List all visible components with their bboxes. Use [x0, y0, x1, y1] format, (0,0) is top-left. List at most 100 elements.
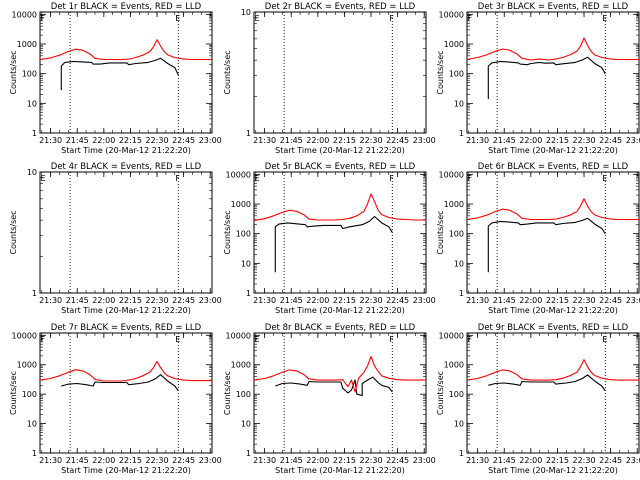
- y-axis-label: Counts/sec: [436, 210, 445, 254]
- y-tick-label: 1000: [17, 40, 37, 49]
- chart-panel-3: Det 3r BLACK = Events, RED = LLD 1 10 100 10…: [436, 2, 640, 155]
- x-tick-label: 22:00: [306, 456, 329, 465]
- x-tick-label: 22:45: [599, 136, 622, 145]
- y-tick-label: 10: [241, 8, 251, 17]
- x-tick-label: 23:00: [626, 296, 640, 305]
- x-tick-label: 21:45: [280, 136, 303, 145]
- x-tick-label: 22:00: [92, 456, 115, 465]
- chart-title: Det 7r BLACK = Events, RED = LLD: [51, 323, 202, 333]
- y-tick-label: 100: [236, 230, 251, 239]
- y-tick-label: 10: [241, 420, 251, 429]
- y-tick-label: 100: [22, 390, 37, 399]
- y-tick-label: 10000: [439, 10, 464, 19]
- x-tick-label: 22:15: [546, 296, 569, 305]
- plot-frame: [466, 11, 640, 134]
- plot-frame: [253, 332, 427, 454]
- x-tick-label: 22:00: [519, 456, 542, 465]
- series-line-lld: [39, 39, 212, 61]
- flag-marker-f: F: [41, 14, 46, 23]
- chart-title: Det 1r BLACK = Events, RED = LLD: [51, 2, 202, 12]
- y-axis-label: Counts/sec: [9, 371, 18, 415]
- x-tick-label: 21:45: [66, 136, 89, 145]
- x-tick-label: 22:45: [386, 296, 409, 305]
- plot-frame: [39, 332, 213, 454]
- y-tick-label: 100: [449, 390, 464, 399]
- x-tick-label: 22:45: [386, 456, 409, 465]
- y-axis-label: Counts/sec: [9, 50, 18, 94]
- x-tick-label: 23:00: [626, 456, 640, 465]
- y-tick-label: 100: [449, 70, 464, 79]
- y-tick-label: 10: [241, 259, 251, 268]
- flag-marker-e: E: [175, 14, 180, 23]
- x-tick-label: 22:15: [333, 456, 356, 465]
- flag-marker-e: E: [602, 174, 607, 183]
- x-tick-label: 22:00: [306, 136, 329, 145]
- x-tick-label: 22:00: [306, 296, 329, 305]
- x-tick-label: 21:30: [39, 296, 62, 305]
- y-tick-label: 10000: [12, 10, 37, 19]
- plot-frame: [39, 11, 213, 134]
- flag-marker-f: F: [41, 335, 46, 344]
- x-tick-label: 22:00: [92, 296, 115, 305]
- flag-marker-f: F: [468, 335, 473, 344]
- x-tick-label: 22:45: [172, 456, 195, 465]
- x-tick-label: 21:45: [66, 456, 89, 465]
- flag-marker-e: E: [175, 335, 180, 344]
- x-tick-label: 22:30: [359, 136, 382, 145]
- y-axis-label: Counts/sec: [223, 50, 232, 94]
- chart-panel-4: Det 4r BLACK = Events, RED = LLD 1 10 21:30…: [9, 162, 222, 315]
- x-tick-label: 21:45: [280, 456, 303, 465]
- x-tick-label: 23:00: [199, 296, 222, 305]
- y-tick-label: 100: [22, 70, 37, 79]
- series-line-events: [487, 217, 606, 273]
- plot-frame: [39, 171, 213, 294]
- x-tick-label: 22:15: [119, 296, 142, 305]
- x-tick-label: 22:15: [333, 136, 356, 145]
- y-tick-label: 10: [27, 420, 37, 429]
- series-line-events: [488, 374, 606, 392]
- x-axis-label: Start Time (20-Mar-12 21:22:20): [61, 306, 191, 315]
- x-tick-label: 21:45: [66, 296, 89, 305]
- flag-marker-f: F: [468, 14, 473, 23]
- y-tick-label: 100: [236, 390, 251, 399]
- x-tick-label: 22:00: [519, 296, 542, 305]
- flag-marker-e: E: [255, 14, 260, 23]
- y-tick-label: 10: [27, 99, 37, 108]
- chart-panel-6: Det 6r BLACK = Events, RED = LLD 1 10 100 10…: [436, 162, 640, 315]
- x-tick-label: 23:00: [199, 136, 222, 145]
- x-tick-label: 21:45: [493, 136, 516, 145]
- y-tick-label: 1: [32, 449, 37, 458]
- x-tick-label: 21:45: [280, 296, 303, 305]
- chart-panel-1: Det 1r BLACK = Events, RED = LLD 1 10 100 10…: [9, 2, 222, 155]
- y-tick-label: 10: [27, 168, 37, 177]
- y-axis-label: Counts/sec: [9, 210, 18, 254]
- y-tick-label: 1: [246, 449, 251, 458]
- series-line-lld: [466, 198, 639, 221]
- x-tick-label: 21:30: [253, 136, 276, 145]
- chart-panel-8: Det 8r BLACK = Events, RED = LLD 1 10 100 10…: [223, 323, 436, 475]
- x-tick-label: 22:15: [546, 456, 569, 465]
- y-tick-label: 1: [246, 289, 251, 298]
- x-tick-label: 22:15: [333, 296, 356, 305]
- y-tick-label: 1000: [444, 40, 464, 49]
- x-tick-label: 23:00: [413, 136, 436, 145]
- x-tick-label: 22:30: [145, 456, 168, 465]
- y-axis-label: Counts/sec: [436, 371, 445, 415]
- y-tick-label: 10: [454, 259, 464, 268]
- y-tick-label: 1: [246, 129, 251, 138]
- series-line-events: [61, 374, 179, 392]
- chart-title: Det 8r BLACK = Events, RED = LLD: [265, 323, 416, 333]
- x-tick-label: 21:30: [253, 456, 276, 465]
- x-tick-label: 23:00: [413, 296, 436, 305]
- chart-panel-7: Det 7r BLACK = Events, RED = LLD 1 10 100 10…: [9, 323, 222, 475]
- plot-frame: [253, 171, 427, 294]
- y-tick-label: 10000: [439, 170, 464, 179]
- series-line-events: [60, 57, 179, 91]
- y-tick-label: 1000: [444, 200, 464, 209]
- series-line-lld: [466, 359, 639, 381]
- x-tick-label: 23:00: [413, 456, 436, 465]
- y-tick-label: 10000: [439, 331, 464, 340]
- x-tick-label: 22:45: [386, 136, 409, 145]
- y-tick-label: 100: [449, 230, 464, 239]
